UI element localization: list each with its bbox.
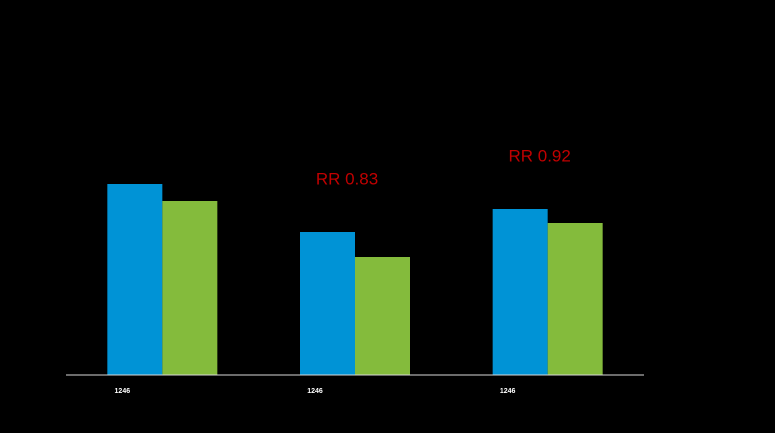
bar — [107, 184, 163, 375]
bar — [547, 223, 603, 375]
bar — [492, 209, 548, 375]
annotation: RR 0.83 — [316, 169, 378, 188]
x-tick-label: 1246 — [500, 388, 516, 395]
bar — [162, 201, 218, 375]
bar — [355, 257, 410, 375]
x-tick-label: 1246 — [115, 388, 131, 395]
x-tick-label: 1246 — [307, 388, 323, 395]
bar — [300, 232, 355, 375]
annotation: RR 0.92 — [508, 146, 570, 165]
